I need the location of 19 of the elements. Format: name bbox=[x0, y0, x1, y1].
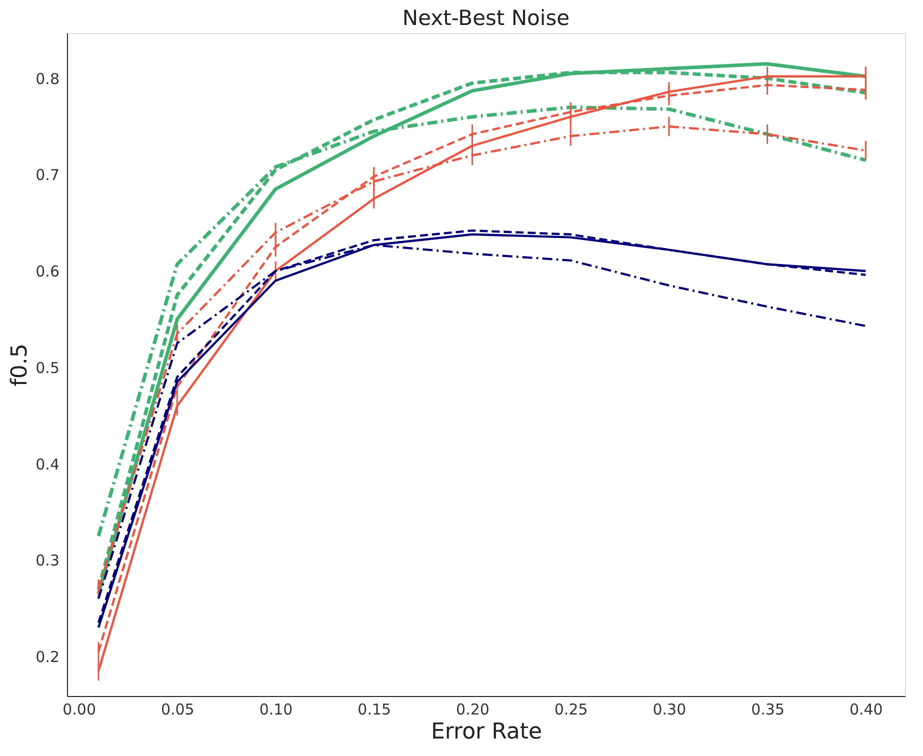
x-tick-label: 0.40 bbox=[849, 700, 883, 718]
x-axis-title: Error Rate bbox=[430, 720, 542, 744]
x-tick-label: 0.20 bbox=[456, 700, 490, 718]
y-tick-label: 0.7 bbox=[36, 166, 60, 184]
y-tick-label: 0.2 bbox=[36, 648, 60, 666]
chart-title: Next-Best Noise bbox=[402, 6, 570, 30]
y-axis-title: f0.5 bbox=[8, 344, 33, 386]
x-tick-label: 0.10 bbox=[259, 700, 293, 718]
y-tick-label: 0.3 bbox=[36, 552, 60, 570]
x-tick-label: 0.35 bbox=[751, 700, 785, 718]
x-tick-label: 0.30 bbox=[652, 700, 686, 718]
x-tick-label: 0.05 bbox=[160, 700, 194, 718]
y-tick-label: 0.6 bbox=[36, 262, 60, 281]
x-tick-label: 0.25 bbox=[554, 700, 588, 718]
y-tick-label: 0.8 bbox=[36, 70, 60, 88]
x-tick-label: 0.15 bbox=[358, 700, 392, 718]
x-tick-label: 0.00 bbox=[62, 700, 96, 718]
y-tick-label: 0.5 bbox=[36, 358, 60, 377]
y-tick-label: 0.4 bbox=[36, 455, 60, 474]
